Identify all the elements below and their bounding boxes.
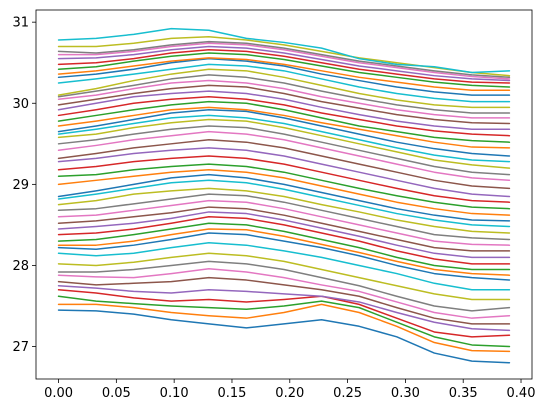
series-line-48 (57, 36, 511, 77)
series-line-6 (57, 276, 511, 325)
series-line-20 (57, 179, 511, 228)
series-line-45 (57, 45, 511, 82)
series-line-49 (57, 27, 511, 74)
y-tick-label: 29 (12, 178, 29, 193)
series-line-35 (57, 90, 511, 130)
series-line-17 (57, 199, 511, 246)
x-tick-label: 0.25 (333, 386, 362, 401)
series-line-34 (57, 96, 511, 137)
x-axis: 0.00 0.05 0.10 0.15 0.20 0.25 0.30 0.35 0.40 (44, 379, 535, 401)
plot-frame (35, 9, 533, 380)
series-line-1 (57, 309, 511, 364)
series-line-4 (57, 289, 511, 338)
series-line-29 (57, 118, 511, 169)
y-tick-label: 30 (12, 97, 29, 112)
series-line-12 (57, 228, 511, 276)
series-line-42 (57, 57, 511, 92)
series-line-38 (57, 74, 511, 114)
series-line-46 (57, 42, 511, 80)
series-line-13 (57, 222, 511, 271)
x-tick-label: 0.15 (217, 386, 246, 401)
x-tick-label: 0.00 (44, 386, 73, 401)
x-tick-label: 0.05 (102, 386, 131, 401)
series-line-18 (57, 193, 511, 241)
series-line-43 (57, 52, 511, 88)
series-line-47 (57, 40, 511, 79)
series-line-40 (57, 63, 511, 103)
y-tick-label: 27 (12, 340, 29, 355)
series-line-8 (57, 260, 511, 312)
x-tick-label: 0.40 (507, 386, 536, 401)
series-line-3 (57, 295, 511, 348)
series-line-25 (57, 147, 511, 198)
x-tick-label: 0.30 (391, 386, 420, 401)
series-line-23 (57, 163, 511, 210)
series-line-10 (57, 242, 511, 291)
series-line-24 (57, 155, 511, 203)
series-line-15 (57, 211, 511, 259)
series-line-36 (57, 84, 511, 125)
series-line-30 (57, 114, 511, 163)
series-line-11 (57, 232, 511, 281)
series-line-16 (57, 206, 511, 252)
series-line-14 (57, 216, 511, 265)
series-line-22 (57, 169, 511, 216)
y-axis: 27 28 29 30 31 (12, 16, 36, 355)
series-line-9 (57, 252, 511, 301)
series-line-21 (57, 173, 511, 222)
series-line-7 (57, 267, 511, 319)
series-line-5 (57, 284, 511, 332)
series-layer (57, 27, 511, 364)
x-tick-label: 0.20 (275, 386, 304, 401)
series-line-37 (57, 79, 511, 119)
series-line-26 (57, 139, 511, 190)
y-tick-label: 31 (12, 16, 29, 31)
series-line-41 (57, 57, 511, 96)
series-line-31 (57, 109, 511, 157)
x-tick-label: 0.35 (449, 386, 478, 401)
series-line-44 (57, 48, 511, 84)
series-line-2 (57, 303, 511, 353)
x-tick-label: 0.10 (160, 386, 189, 401)
series-line-39 (57, 68, 511, 109)
series-line-28 (57, 125, 511, 176)
series-line-32 (57, 106, 511, 149)
series-line-27 (57, 130, 511, 182)
series-line-33 (57, 100, 511, 143)
series-line-19 (57, 187, 511, 234)
y-tick-label: 28 (12, 259, 29, 274)
